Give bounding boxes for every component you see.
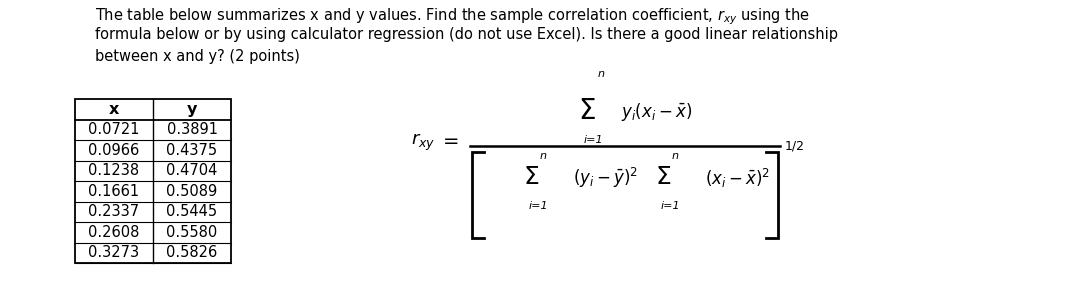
- Text: i=1: i=1: [529, 201, 548, 211]
- Text: 0.0721: 0.0721: [88, 122, 140, 137]
- Text: 0.5580: 0.5580: [166, 225, 218, 240]
- Text: The table below summarizes x and y values. Find the sample correlation coefficie: The table below summarizes x and y value…: [95, 6, 809, 26]
- Text: 0.3891: 0.3891: [166, 122, 218, 137]
- Bar: [76, 99, 231, 263]
- Text: $(x_i - \bar{x})^2$: $(x_i - \bar{x})^2$: [705, 166, 770, 190]
- Text: $\Sigma$: $\Sigma$: [655, 165, 671, 189]
- Text: 0.2337: 0.2337: [88, 204, 139, 219]
- Text: between x and y? (2 points): between x and y? (2 points): [95, 49, 300, 64]
- Text: 1/2: 1/2: [786, 139, 805, 153]
- Text: $\Sigma$: $\Sigma$: [523, 165, 540, 189]
- Text: $\Sigma$: $\Sigma$: [578, 97, 596, 125]
- Text: formula below or by using calculator regression (do not use Excel). Is there a g: formula below or by using calculator reg…: [95, 28, 838, 43]
- Text: n: n: [672, 151, 679, 161]
- Text: i=1: i=1: [583, 135, 603, 145]
- Text: y: y: [187, 102, 197, 117]
- Text: $(y_i - \bar{y})^2$: $(y_i - \bar{y})^2$: [573, 166, 638, 190]
- Text: 0.5826: 0.5826: [166, 245, 218, 260]
- Text: 0.2608: 0.2608: [88, 225, 139, 240]
- Text: x: x: [109, 102, 119, 117]
- Text: 0.0966: 0.0966: [88, 143, 139, 158]
- Text: $r_{xy}$: $r_{xy}$: [410, 131, 435, 153]
- Text: 0.4704: 0.4704: [166, 163, 218, 178]
- Text: 0.5089: 0.5089: [166, 184, 218, 199]
- Text: n: n: [598, 69, 604, 79]
- Text: 0.4375: 0.4375: [166, 143, 218, 158]
- Text: 0.5445: 0.5445: [166, 204, 218, 219]
- Text: 0.1238: 0.1238: [88, 163, 139, 178]
- Text: i=1: i=1: [660, 201, 681, 211]
- Text: n: n: [540, 151, 547, 161]
- Text: =: =: [443, 133, 460, 151]
- Text: $y_i(x_i - \bar{x})$: $y_i(x_i - \bar{x})$: [622, 101, 693, 123]
- Text: 0.3273: 0.3273: [88, 245, 139, 260]
- Text: 0.1661: 0.1661: [88, 184, 139, 199]
